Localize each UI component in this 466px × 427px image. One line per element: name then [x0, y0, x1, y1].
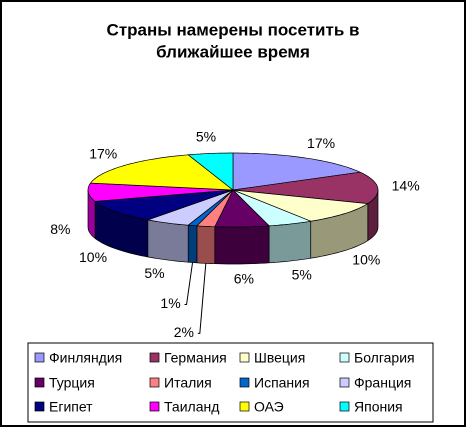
slice-top: [87, 182, 234, 202]
legend-swatch: [239, 352, 250, 363]
pie-slice: [94, 189, 234, 258]
legend-label: Таиланд: [164, 399, 219, 415]
data-label: 14%: [392, 177, 420, 193]
data-label: 17%: [307, 135, 335, 151]
legend-label: Финляндия: [49, 350, 122, 366]
pie-slice: [187, 152, 234, 191]
legend-label: Франция: [354, 375, 411, 391]
leader-line: [184, 262, 194, 306]
pie-slice: [232, 189, 312, 264]
legend-label: Испания: [254, 375, 310, 391]
legend-label: Япония: [354, 399, 403, 415]
legend-swatch: [239, 401, 250, 412]
slice-top: [89, 154, 235, 191]
legend-label: Швеция: [254, 350, 305, 366]
data-label: 5%: [144, 265, 164, 281]
pie-slice: [232, 171, 379, 242]
legend-swatch: [34, 401, 45, 412]
leader-line: [197, 263, 207, 334]
slice-top: [146, 189, 234, 226]
pie-slice: [89, 154, 235, 191]
legend-swatch: [339, 401, 350, 412]
slice-side: [187, 224, 198, 264]
slice-top: [94, 189, 234, 221]
legend-label: Болгария: [354, 350, 415, 366]
chart-title: ближайшее время: [156, 42, 310, 61]
data-label: 10%: [79, 249, 107, 265]
slice-side: [268, 220, 312, 264]
legend-label: Турция: [49, 375, 95, 391]
data-label: 2%: [174, 324, 194, 340]
slice-side: [214, 225, 270, 265]
data-label: 1%: [160, 295, 180, 311]
legend-label: Италия: [164, 375, 212, 391]
legend-swatch: [149, 352, 160, 363]
slice-side: [196, 225, 216, 265]
legend-swatch: [239, 377, 250, 388]
legend-swatch: [34, 352, 45, 363]
data-label: 10%: [352, 251, 380, 267]
pie-slice: [214, 189, 270, 265]
chart-title: Страны намерены посетить в: [107, 20, 360, 39]
data-label: 17%: [89, 146, 117, 162]
legend-swatch: [149, 377, 160, 388]
slice-top: [232, 189, 312, 227]
slice-top: [187, 152, 234, 191]
legend-label: Германия: [164, 350, 227, 366]
slice-side: [147, 219, 189, 263]
slice-top: [232, 171, 379, 204]
legend-swatch: [149, 401, 160, 412]
slice-top: [232, 152, 362, 191]
data-label: 6%: [234, 271, 254, 287]
legend-swatch: [339, 377, 350, 388]
slice-top: [214, 189, 270, 228]
pie-slice: [232, 152, 362, 191]
slice-top: [232, 189, 369, 222]
legend-label: ОАЭ: [254, 399, 284, 415]
legend-box: [27, 342, 434, 423]
pie-slice: [87, 182, 234, 240]
data-label: 5%: [292, 266, 312, 282]
legend-label: Египет: [49, 399, 93, 415]
legend-swatch: [34, 377, 45, 388]
legend-swatch: [339, 352, 350, 363]
data-label: 5%: [196, 128, 216, 144]
data-label: 8%: [50, 221, 70, 237]
